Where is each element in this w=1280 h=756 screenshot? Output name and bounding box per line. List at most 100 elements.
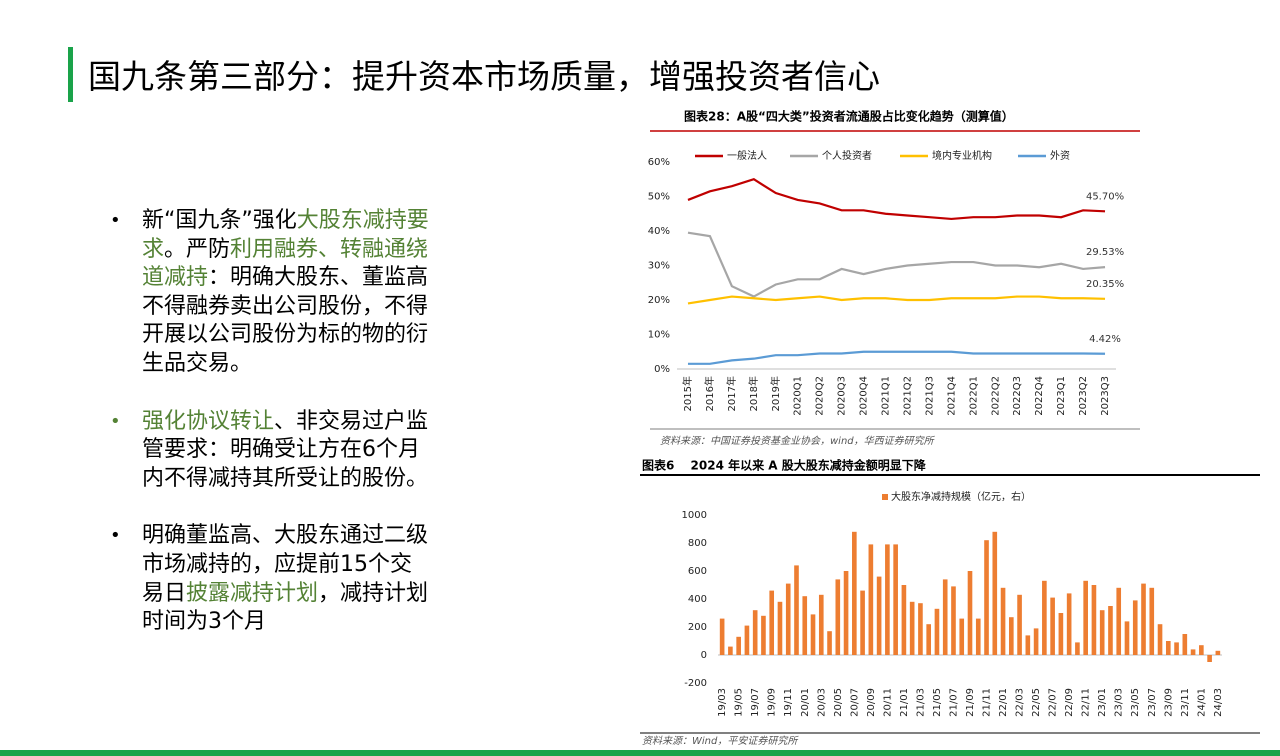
bar	[1149, 587, 1155, 655]
bar	[1099, 610, 1105, 655]
bar	[777, 601, 783, 655]
x-tick-label: 2020Q4	[859, 376, 870, 416]
x-tick-label: 22/07	[1048, 688, 1059, 717]
y-tick-label: 50%	[648, 192, 670, 203]
x-tick-label: 20/09	[866, 688, 877, 717]
x-tick-label: 19/03	[717, 688, 728, 717]
bar	[1141, 583, 1146, 655]
legend-label: 个人投资者	[822, 149, 872, 162]
bar	[810, 614, 816, 655]
y-tick-label: 1000	[682, 510, 707, 521]
bar	[1190, 649, 1196, 655]
series-line	[687, 295, 1106, 305]
bar	[967, 571, 973, 655]
y-tick-label: 800	[688, 538, 707, 549]
x-tick-label: 2015年	[681, 376, 694, 411]
x-tick-label: 20/03	[816, 688, 827, 717]
x-tick-label: 2022Q3	[1012, 376, 1023, 416]
y-tick-label: 40%	[648, 226, 670, 237]
y-tick-label: 600	[688, 566, 707, 577]
chart-source: 资料来源：Wind，平安证券研究所	[642, 735, 799, 747]
bar	[1025, 635, 1031, 655]
bar	[934, 608, 940, 655]
bar	[1033, 628, 1039, 655]
bar	[1124, 621, 1130, 655]
bar	[918, 603, 923, 655]
x-tick-label: 22/01	[998, 688, 1009, 717]
bar	[728, 646, 733, 655]
x-tick-label: 21/11	[982, 688, 993, 717]
bar	[843, 571, 849, 655]
value-label: 29.53%	[1086, 247, 1124, 258]
x-tick-label: 23/11	[1180, 688, 1191, 717]
x-tick-label: 2023Q1	[1056, 376, 1067, 416]
x-tick-label: 2018年	[747, 376, 760, 411]
y-tick-label: 0	[701, 650, 707, 661]
y-tick-label: 30%	[648, 261, 670, 272]
legend-label: 大股东净减持规模（亿元，右）	[891, 490, 1031, 503]
slide-title: 国九条第三部分：提升资本市场质量，增强投资者信心	[88, 57, 880, 96]
bar	[852, 531, 857, 655]
bar	[1050, 597, 1055, 655]
bullet-text: 利用融券、转融通绕道减持	[142, 236, 429, 291]
series-line	[687, 350, 1106, 365]
bar	[926, 624, 932, 655]
bar	[827, 631, 832, 655]
bar	[835, 579, 841, 655]
chart-title: 图表6 2024 年以来 A 股大股东减持金额明显下降	[642, 458, 927, 473]
bar	[1116, 587, 1122, 655]
value-label: 20.35%	[1086, 279, 1124, 290]
x-tick-label: 21/05	[932, 688, 943, 717]
bar	[1066, 593, 1072, 655]
bar	[719, 618, 725, 655]
x-tick-label: 19/07	[750, 688, 761, 717]
bar	[942, 579, 948, 655]
x-tick-label: 20/01	[800, 688, 811, 717]
y-tick-label: -200	[684, 678, 707, 689]
bar	[1075, 642, 1080, 655]
bar	[1042, 580, 1047, 655]
x-tick-label: 2020Q3	[837, 376, 848, 416]
legend-label: 外资	[1050, 150, 1070, 162]
x-tick-label: 22/11	[1081, 688, 1092, 717]
y-tick-label: 20%	[648, 295, 670, 306]
series-line	[687, 178, 1106, 221]
x-tick-label: 21/03	[915, 688, 926, 717]
bullet-text: ，减持计划时间为3个月	[142, 580, 429, 635]
footer-bar	[0, 750, 1280, 756]
value-label: 45.70%	[1086, 191, 1124, 202]
x-tick-label: 20/11	[882, 688, 893, 717]
x-tick-label: 21/09	[965, 688, 976, 717]
legend-swatch	[882, 494, 888, 500]
x-tick-label: 2023Q3	[1100, 376, 1111, 416]
bar	[1000, 587, 1006, 655]
bar	[959, 618, 965, 655]
x-tick-label: 23/03	[1114, 688, 1125, 717]
bar	[1091, 585, 1097, 655]
bar	[1174, 642, 1179, 655]
title-accent	[68, 47, 73, 102]
value-label: 4.42%	[1089, 334, 1121, 345]
x-tick-label: 2022Q1	[968, 376, 979, 416]
x-tick-label: 23/07	[1147, 688, 1158, 717]
bar	[951, 586, 956, 655]
bullet-text: 强化协议转让	[142, 408, 275, 434]
chart-source: 资料来源：中国证券投资基金业协会，wind，华西证券研究所	[660, 435, 936, 447]
bar	[1165, 641, 1171, 655]
x-tick-label: 22/03	[1015, 688, 1026, 717]
bullet-text: 大股东减持要求	[142, 208, 429, 262]
x-tick-label: 2023Q2	[1078, 376, 1089, 416]
x-tick-label: 2020Q2	[815, 376, 826, 416]
bar	[794, 565, 799, 655]
x-tick-label: 2021Q4	[946, 376, 957, 416]
bar	[876, 576, 882, 655]
bar	[975, 618, 981, 655]
bar	[1058, 613, 1064, 655]
bar	[909, 601, 915, 655]
bar	[744, 625, 750, 655]
chart-title: 图表28：A股“四大类”投资者流通股占比变化趋势（测算值）	[684, 109, 1014, 124]
y-tick-label: 400	[688, 594, 707, 605]
x-tick-label: 2021Q3	[924, 376, 935, 416]
bar	[901, 585, 907, 655]
